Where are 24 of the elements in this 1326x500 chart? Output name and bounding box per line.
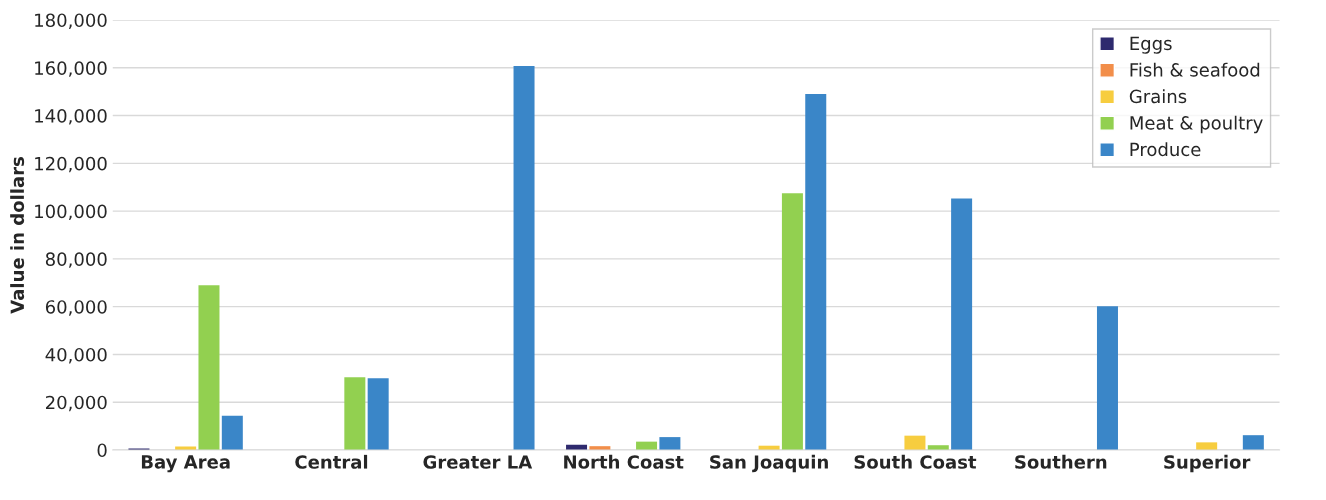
y-tick-label: 180,000 [35,13,107,29]
y-tick-label: 100,000 [35,204,107,221]
x-tick-label: Southern [1015,454,1107,469]
legend-label: Fish & seafood [1130,62,1260,77]
y-axis-title: Value in dollars [10,157,25,314]
x-tick-label: South Coast [854,454,977,469]
x-tick-label: San Joaquin [710,454,828,473]
y-tick-label: 20,000 [45,395,107,412]
y-tick-label: 80,000 [45,252,107,268]
legend-label: Eggs [1130,36,1172,54]
y-tick-label: 160,000 [35,61,107,77]
x-tick-label: North Coast [564,454,684,469]
y-tick-label: 60,000 [45,300,107,316]
legend-label: Grains [1129,89,1187,104]
y-tick-label: 0 [97,443,107,458]
x-tick-label: Superior [1164,454,1251,473]
x-tick-label: Central [295,454,368,469]
x-tick-label: Bay Area [141,455,230,473]
y-tick-label: 40,000 [45,347,107,364]
legend-label: Meat & poultry [1130,115,1263,134]
x-tick-label: Greater LA [423,455,533,469]
legend-label: Produce [1130,142,1201,157]
y-tick-label: 140,000 [35,109,107,125]
y-tick-label: 120,000 [35,156,107,173]
